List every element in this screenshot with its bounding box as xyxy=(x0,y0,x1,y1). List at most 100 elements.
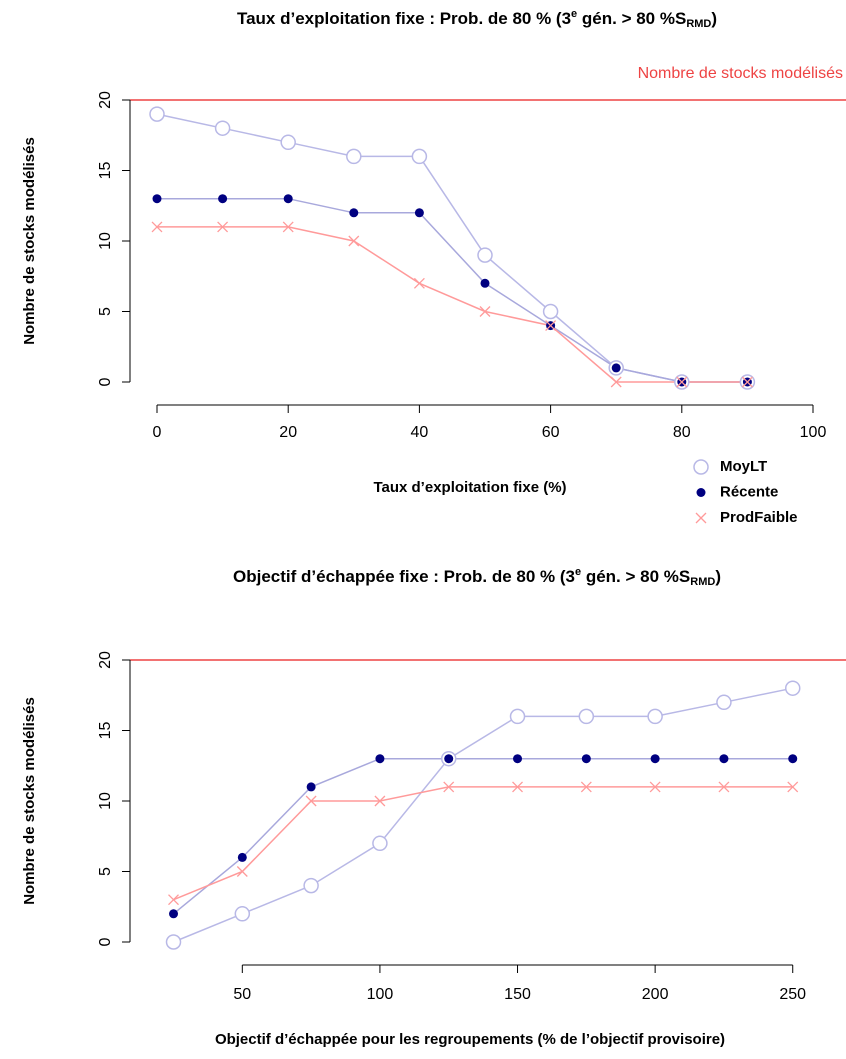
legend-label: ProdFaible xyxy=(720,509,798,526)
series-line xyxy=(173,786,793,901)
data-point xyxy=(788,754,798,764)
data-point xyxy=(610,376,622,388)
data-point xyxy=(716,694,732,711)
y-tick-label: 10 xyxy=(97,792,114,810)
x-tick-label: 250 xyxy=(779,986,806,1003)
data-point xyxy=(152,194,162,204)
x-tick-label: 80 xyxy=(673,424,691,441)
data-point xyxy=(414,208,424,218)
x-tick-label: 0 xyxy=(153,424,162,441)
data-point xyxy=(479,306,491,317)
title-part: ) xyxy=(711,9,717,28)
data-point xyxy=(444,754,454,764)
series-line xyxy=(157,197,748,383)
title-part: Taux d’exploitation fixe : Prob. de 80 %… xyxy=(237,9,571,28)
y-tick-label: 20 xyxy=(97,91,114,109)
data-point xyxy=(348,235,360,247)
data-point xyxy=(542,303,559,320)
data-point xyxy=(374,795,386,807)
data-point xyxy=(649,781,661,793)
legend-label: Récente xyxy=(720,483,778,500)
data-point xyxy=(480,278,490,288)
data-point xyxy=(236,866,248,877)
title-part: e xyxy=(575,566,581,578)
data-point xyxy=(718,781,730,793)
legend-label: MoyLT xyxy=(720,458,767,475)
x-tick-label: 150 xyxy=(504,986,531,1003)
title-part: e xyxy=(571,8,577,20)
data-point xyxy=(375,754,385,764)
data-point xyxy=(237,852,247,862)
data-point xyxy=(303,877,319,894)
data-point xyxy=(719,754,729,764)
data-point xyxy=(513,754,523,764)
chart-title: Objectif d’échappée fixe : Prob. de 80 %… xyxy=(233,566,721,588)
data-point xyxy=(647,708,663,725)
data-point xyxy=(580,781,592,793)
data-point xyxy=(411,148,428,165)
x-tick-label: 200 xyxy=(642,986,669,1003)
y-tick-label: 0 xyxy=(97,377,114,386)
data-point xyxy=(741,376,753,388)
data-point xyxy=(349,208,359,218)
y-tick-label: 5 xyxy=(97,867,114,876)
y-tick-label: 0 xyxy=(97,937,114,946)
data-point xyxy=(512,781,523,793)
data-point xyxy=(217,221,229,233)
series-line xyxy=(157,226,748,383)
x-tick-label: 100 xyxy=(800,424,827,441)
title-part: RMD xyxy=(686,18,711,30)
data-point xyxy=(611,363,621,373)
data-point xyxy=(509,708,526,725)
data-point xyxy=(234,906,251,922)
series-line xyxy=(173,687,793,943)
reference-label: Nombre de stocks modélisés xyxy=(638,65,843,82)
x-tick-label: 50 xyxy=(233,986,251,1003)
data-point xyxy=(545,320,557,332)
data-point xyxy=(346,148,362,165)
y-tick-label: 10 xyxy=(97,232,114,250)
title-part: RMD xyxy=(690,576,715,588)
data-point xyxy=(169,909,179,919)
data-point xyxy=(443,781,455,793)
data-point xyxy=(151,221,163,233)
x-axis-title: Taux d’exploitation fixe (%) xyxy=(373,479,566,496)
legend-marker xyxy=(696,488,706,497)
data-point xyxy=(282,221,294,233)
y-tick-label: 15 xyxy=(97,722,114,740)
data-point xyxy=(477,247,493,263)
data-point xyxy=(787,781,799,793)
data-point xyxy=(306,782,316,792)
y-tick-label: 5 xyxy=(97,307,114,316)
legend-marker xyxy=(693,459,709,475)
data-point xyxy=(283,194,293,204)
data-point xyxy=(372,835,388,852)
title-part: ) xyxy=(715,567,721,586)
title-part: Objectif d’échappée fixe : Prob. de 80 %… xyxy=(233,567,575,586)
y-tick-label: 15 xyxy=(97,162,114,180)
y-tick-label: 20 xyxy=(97,651,114,669)
y-axis-title: Nombre de stocks modélisés xyxy=(21,697,38,905)
data-point xyxy=(168,894,179,906)
y-axis-title: Nombre de stocks modélisés xyxy=(21,137,38,345)
legend-marker xyxy=(695,512,707,524)
data-point xyxy=(784,680,801,696)
data-point xyxy=(581,754,591,764)
data-point xyxy=(218,194,228,204)
data-point xyxy=(165,934,182,950)
x-tick-label: 40 xyxy=(411,424,429,441)
data-point xyxy=(149,106,165,122)
data-point xyxy=(578,708,595,725)
x-tick-label: 60 xyxy=(542,424,560,441)
series-line xyxy=(173,757,793,915)
x-tick-label: 20 xyxy=(279,424,297,441)
chart-title: Taux d’exploitation fixe : Prob. de 80 %… xyxy=(237,8,717,30)
x-tick-label: 100 xyxy=(367,986,394,1003)
data-point xyxy=(676,376,688,388)
data-point xyxy=(413,277,425,289)
title-part: gén. > 80 %S xyxy=(581,567,690,586)
data-point xyxy=(305,795,317,807)
x-axis-title: Objectif d’échappée pour les regroupemen… xyxy=(215,1031,725,1048)
data-point xyxy=(650,754,660,764)
data-point xyxy=(280,134,296,151)
